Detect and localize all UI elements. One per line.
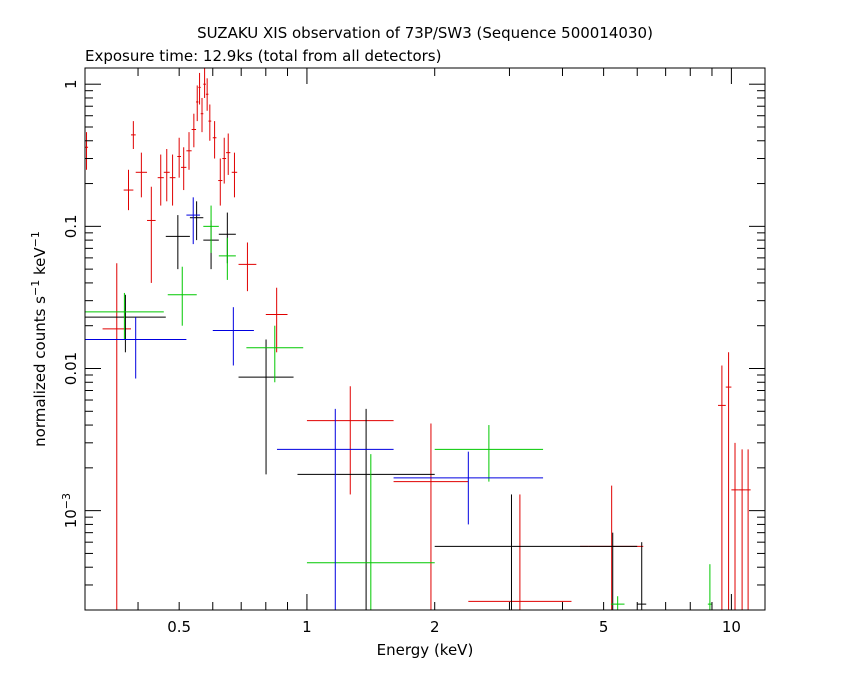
data-point bbox=[85, 317, 187, 379]
series-layer bbox=[85, 68, 751, 610]
data-point bbox=[203, 205, 219, 253]
data-point bbox=[393, 451, 544, 525]
data-point bbox=[731, 442, 739, 610]
data-point bbox=[226, 133, 231, 175]
data-point bbox=[718, 365, 726, 610]
data-point bbox=[165, 215, 190, 270]
data-point bbox=[393, 423, 469, 610]
data-point bbox=[434, 494, 589, 610]
data-point bbox=[222, 137, 227, 184]
data-point bbox=[238, 339, 294, 475]
data-point bbox=[468, 494, 572, 610]
chart-title: SUZAKU XIS observation of 73P/SW3 (Seque… bbox=[197, 24, 653, 42]
data-point bbox=[276, 408, 394, 610]
x-tick-label: 5 bbox=[599, 618, 609, 636]
data-point bbox=[196, 85, 199, 122]
data-point bbox=[169, 154, 176, 206]
data-point bbox=[102, 263, 131, 610]
data-point bbox=[745, 449, 751, 610]
x-tick-label: 10 bbox=[722, 618, 741, 636]
data-point bbox=[212, 307, 254, 366]
data-point bbox=[265, 287, 288, 353]
data-point bbox=[580, 485, 644, 610]
data-point bbox=[186, 197, 201, 245]
data-point bbox=[208, 104, 212, 141]
data-point bbox=[85, 294, 166, 353]
data-point bbox=[180, 147, 187, 191]
data-point bbox=[167, 266, 197, 326]
data-point bbox=[306, 386, 394, 495]
data-point bbox=[738, 449, 746, 610]
x-tick-label: 2 bbox=[430, 618, 440, 636]
data-point bbox=[85, 132, 89, 170]
y-tick-label: 0.1 bbox=[62, 214, 80, 238]
data-point bbox=[123, 169, 134, 211]
data-point bbox=[306, 454, 435, 610]
y-axis-label-sup2: −1 bbox=[29, 231, 42, 247]
x-tick-label: 0.5 bbox=[167, 618, 191, 636]
series-1 bbox=[85, 201, 647, 610]
data-point bbox=[191, 113, 197, 148]
y-axis-label-mid: keV bbox=[31, 247, 49, 280]
data-point bbox=[231, 152, 238, 198]
data-point bbox=[238, 242, 257, 292]
data-point bbox=[189, 201, 204, 241]
y-axis-label-sup1: −1 bbox=[29, 280, 42, 296]
data-point bbox=[203, 68, 206, 98]
y-tick-label: 10−3 bbox=[60, 493, 80, 528]
data-point bbox=[588, 532, 638, 610]
data-point bbox=[85, 292, 164, 340]
data-point bbox=[610, 596, 625, 610]
data-point bbox=[200, 97, 204, 133]
y-axis-label: normalized counts s−1 keV−1 bbox=[29, 231, 49, 447]
series-3 bbox=[85, 197, 544, 610]
data-point bbox=[725, 352, 732, 610]
data-point bbox=[130, 121, 136, 150]
data-point bbox=[707, 564, 712, 610]
x-tick-label: 1 bbox=[302, 618, 312, 636]
y-tick-label: 1 bbox=[62, 79, 80, 89]
data-point bbox=[205, 78, 209, 111]
data-point bbox=[246, 325, 304, 383]
x-axis-label: Energy (keV) bbox=[377, 641, 474, 659]
chart-subtitle: Exposure time: 12.9ks (total from all de… bbox=[85, 47, 441, 65]
data-point bbox=[297, 408, 435, 610]
data-point bbox=[637, 542, 647, 610]
data-point bbox=[157, 154, 164, 206]
y-tick-label: 0.01 bbox=[62, 352, 80, 385]
data-point bbox=[163, 149, 170, 202]
plot-frame bbox=[84, 67, 766, 611]
data-point bbox=[218, 158, 223, 206]
data-point bbox=[198, 72, 201, 105]
data-point bbox=[135, 152, 148, 198]
series-2 bbox=[85, 205, 712, 610]
data-point bbox=[218, 237, 236, 280]
data-point bbox=[212, 121, 217, 159]
data-point bbox=[186, 132, 192, 170]
series-0 bbox=[85, 68, 751, 610]
data-point bbox=[434, 425, 544, 482]
y-axis-label-main: normalized counts s bbox=[31, 296, 49, 447]
axis-ticks: 0.5 1 2 5 10 10−3 0.01 0.1 1 bbox=[60, 68, 765, 636]
data-point bbox=[177, 137, 181, 178]
data-point bbox=[147, 186, 156, 283]
